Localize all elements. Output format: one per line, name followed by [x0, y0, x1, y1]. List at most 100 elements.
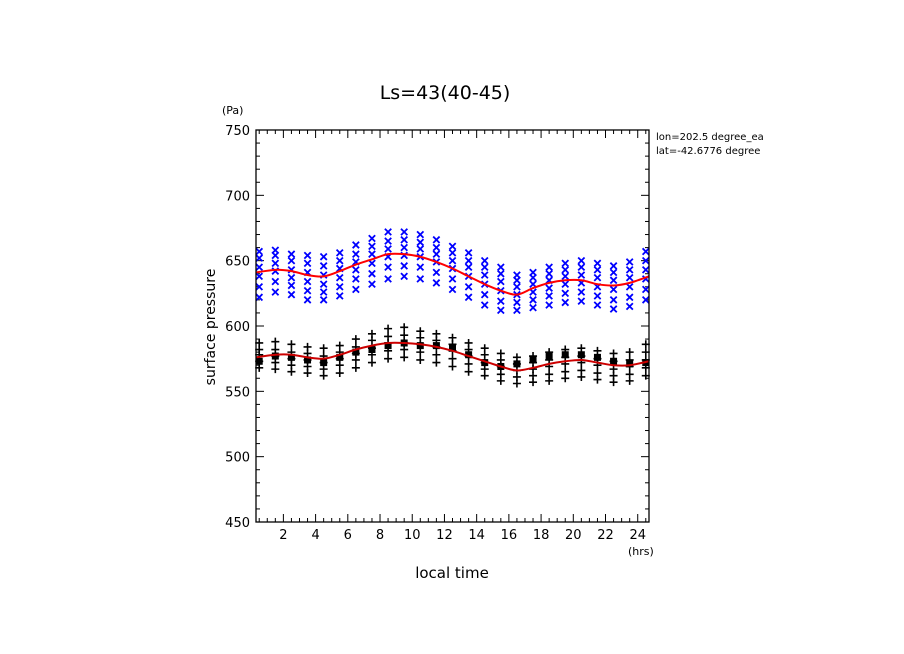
blue-x-marker — [255, 247, 264, 256]
blue-x-marker — [561, 289, 570, 298]
black-plus-marker — [335, 369, 344, 378]
y-tick-label: 600 — [225, 320, 250, 335]
blue-x-marker — [577, 297, 586, 306]
blue-x-marker — [464, 293, 473, 302]
blue-x-marker — [625, 265, 634, 274]
blue-x-marker — [319, 280, 328, 289]
black-plus-marker — [625, 370, 634, 379]
x-axis-label: local time — [415, 564, 489, 582]
x-tick-label: 22 — [597, 528, 614, 543]
black-plus-marker — [593, 346, 602, 355]
black-plus-marker — [577, 344, 586, 353]
blue-x-marker — [400, 235, 409, 244]
blue-x-marker — [545, 269, 553, 278]
black-square-marker — [577, 351, 585, 359]
blue-x-marker — [368, 234, 376, 243]
blue-x-marker — [464, 248, 473, 257]
blue-x-marker — [319, 262, 328, 270]
blue-x-marker — [609, 305, 618, 313]
blue-x-marker — [416, 238, 425, 247]
black-square-marker — [352, 348, 360, 356]
blue-x-marker — [303, 286, 312, 295]
blue-x-marker — [513, 306, 521, 315]
blue-x-marker — [480, 271, 489, 279]
black-plus-marker — [496, 349, 505, 358]
blue-x-marker — [255, 282, 264, 291]
black-square-marker — [320, 359, 328, 367]
blue-x-marker — [384, 237, 392, 245]
blue-x-marker — [625, 293, 634, 302]
data-marks — [255, 228, 650, 388]
blue-x-marker — [545, 263, 553, 272]
blue-x-marker — [287, 281, 296, 290]
blue-x-marker — [593, 265, 602, 274]
blue-x-marker — [368, 269, 376, 278]
black-plus-marker — [335, 341, 344, 350]
blue-x-marker — [335, 256, 344, 265]
black-plus-marker — [384, 354, 393, 363]
lower-red-curve — [255, 341, 650, 372]
blue-x-marker — [625, 282, 634, 291]
blue-x-marker — [303, 251, 312, 260]
blue-x-marker — [335, 282, 344, 291]
black-plus-marker — [432, 329, 441, 338]
blue-x-marker — [609, 285, 618, 294]
blue-x-marker — [609, 276, 618, 285]
blue-x-marker — [400, 262, 409, 270]
blue-x-marker — [641, 265, 650, 274]
blue-x-marker — [416, 230, 425, 239]
blue-x-marker — [432, 279, 441, 287]
blue-x-marker — [287, 256, 296, 265]
blue-x-marker — [271, 246, 280, 255]
blue-x-marker — [496, 269, 505, 278]
black-plus-marker — [448, 362, 457, 371]
black-square-marker — [384, 342, 392, 350]
blue-x-marker — [287, 290, 296, 299]
blue-x-marker — [255, 272, 264, 281]
black-square-marker — [416, 342, 424, 350]
black-plus-marker — [448, 333, 457, 342]
black-square-marker — [336, 353, 344, 361]
blue-x-marker — [432, 268, 441, 277]
black-plus-marker — [448, 354, 457, 363]
blue-x-marker — [496, 277, 505, 286]
blue-x-marker — [529, 296, 537, 304]
black-plus-marker — [319, 344, 328, 353]
black-plus-marker — [464, 367, 473, 376]
blue-x-marker — [368, 259, 376, 268]
blue-x-marker — [593, 273, 602, 282]
y-tick-label: 550 — [225, 385, 250, 400]
blue-x-marker — [319, 296, 328, 304]
blue-x-marker — [480, 290, 489, 299]
blue-x-marker — [335, 292, 344, 300]
y-unit-label: (Pa) — [222, 104, 243, 117]
blue-x-marker — [352, 241, 360, 249]
blue-x-marker — [480, 263, 489, 272]
black-plus-marker — [400, 353, 409, 362]
blue-x-marker — [625, 258, 634, 266]
blue-x-marker — [641, 296, 650, 304]
blue-x-marker — [577, 263, 586, 272]
blue-x-marker — [496, 263, 505, 272]
black-plus-marker — [400, 323, 409, 332]
black-square-marker — [304, 356, 312, 364]
blue-x-marker — [303, 277, 312, 286]
blue-x-marker — [287, 250, 296, 258]
black-plus-marker — [351, 335, 360, 344]
blue-x-marker — [464, 256, 473, 265]
x-tick-label: 24 — [629, 528, 646, 543]
blue-x-marker — [609, 268, 618, 277]
blue-x-marker — [352, 285, 360, 294]
black-plus-marker — [367, 358, 376, 367]
blue-x-marker — [496, 297, 505, 306]
black-plus-marker — [384, 324, 393, 333]
black-plus-marker — [496, 370, 505, 379]
blue-x-marker — [593, 292, 602, 300]
blue-x-marker — [561, 298, 570, 307]
blue-x-marker — [400, 243, 409, 252]
blue-x-marker — [448, 275, 457, 283]
y-tick-label: 750 — [225, 124, 250, 139]
blue-x-marker — [513, 282, 521, 291]
